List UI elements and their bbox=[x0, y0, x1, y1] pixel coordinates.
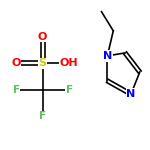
Text: F: F bbox=[13, 85, 20, 95]
Text: S: S bbox=[39, 58, 47, 68]
Text: F: F bbox=[66, 85, 73, 95]
Text: O: O bbox=[11, 58, 21, 68]
Text: F: F bbox=[39, 111, 46, 121]
Text: N: N bbox=[126, 89, 136, 99]
Text: N: N bbox=[103, 51, 112, 61]
Text: OH: OH bbox=[60, 58, 78, 68]
Text: O: O bbox=[38, 32, 47, 42]
